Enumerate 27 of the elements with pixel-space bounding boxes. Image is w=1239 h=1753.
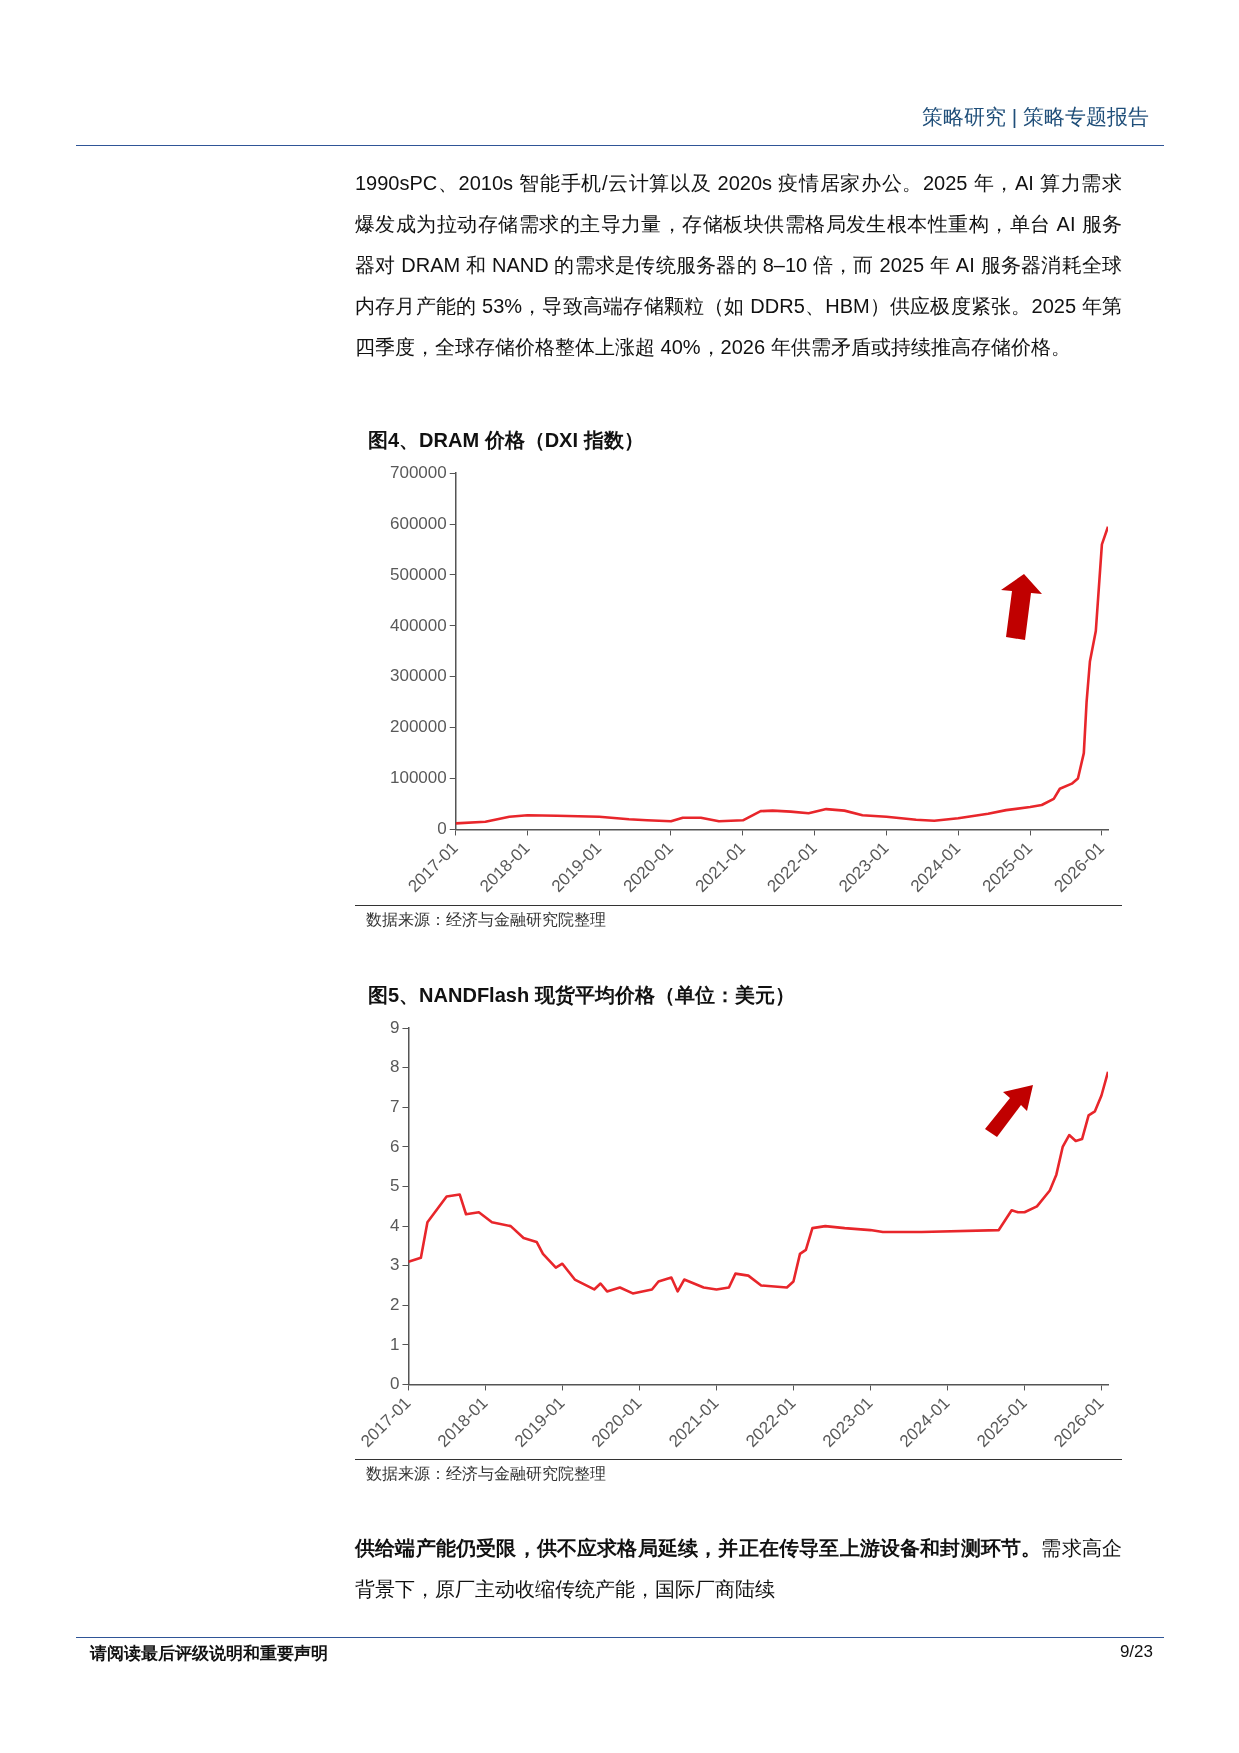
- y-tick-label: 5: [389, 1176, 400, 1196]
- text: 请阅读最后评级说明和重要声明: [90, 1643, 328, 1665]
- y-tick-label: 2: [389, 1294, 400, 1314]
- source-note: 数据来源：经济与金融研究院整理: [366, 910, 606, 930]
- y-tick-label: 4: [389, 1215, 400, 1235]
- y-tick-label: 1: [389, 1334, 400, 1354]
- text: 9/23: [1119, 1642, 1153, 1662]
- y-tick-label: 0: [389, 1374, 400, 1394]
- text: 策略研究 | 策略专题报告: [921, 104, 1149, 130]
- y-tick-label: 100000: [389, 768, 447, 788]
- source-note: 数据来源：经济与金融研究院整理: [366, 1464, 606, 1484]
- y-tick-label: 9: [389, 1017, 400, 1037]
- y-tick-label: 500000: [389, 564, 447, 584]
- y-tick-label: 400000: [389, 615, 447, 635]
- y-tick-label: 0: [437, 819, 447, 839]
- text: 供给端产能仍受限，供不应求格局延续，并正在传导至上游设备和封测环节。: [355, 1537, 1042, 1559]
- y-tick-label: 3: [389, 1255, 400, 1275]
- y-tick-label: 300000: [389, 666, 447, 686]
- y-tick-label: 7: [389, 1097, 400, 1117]
- y-tick-label: 8: [389, 1057, 400, 1077]
- y-tick-label: 200000: [389, 717, 447, 737]
- chart-title: 图5、NANDFlash 现货平均价格（单位：美元）: [368, 983, 795, 1008]
- y-tick-label: 700000: [389, 462, 447, 482]
- chart-title: 图4、DRAM 价格（DXI 指数）: [368, 428, 644, 453]
- text: 1990sPC、2010s 智能手机/云计算以及 2020s 疫情居家办公。2025 年，AI 算力需求爆发成为拉动存储需求的主导力量，存储板块供需格局发生根本性重构，单台 AI 服务器对 DRAM 和 NAND 的需求是传统服务器的 8–10 倍，而 2025 年 AI 服务器消耗全球内存月产能的 53%，导致高端存储颗粒（如 DDR5、HBM）供应极度紧张。2025 年第四季度，全球存储价格整体上涨超 40%，2026 年供需矛盾或持续推高存储价格。: [355, 171, 1122, 360]
- y-tick-label: 600000: [389, 513, 447, 533]
- y-tick-label: 6: [389, 1136, 400, 1156]
